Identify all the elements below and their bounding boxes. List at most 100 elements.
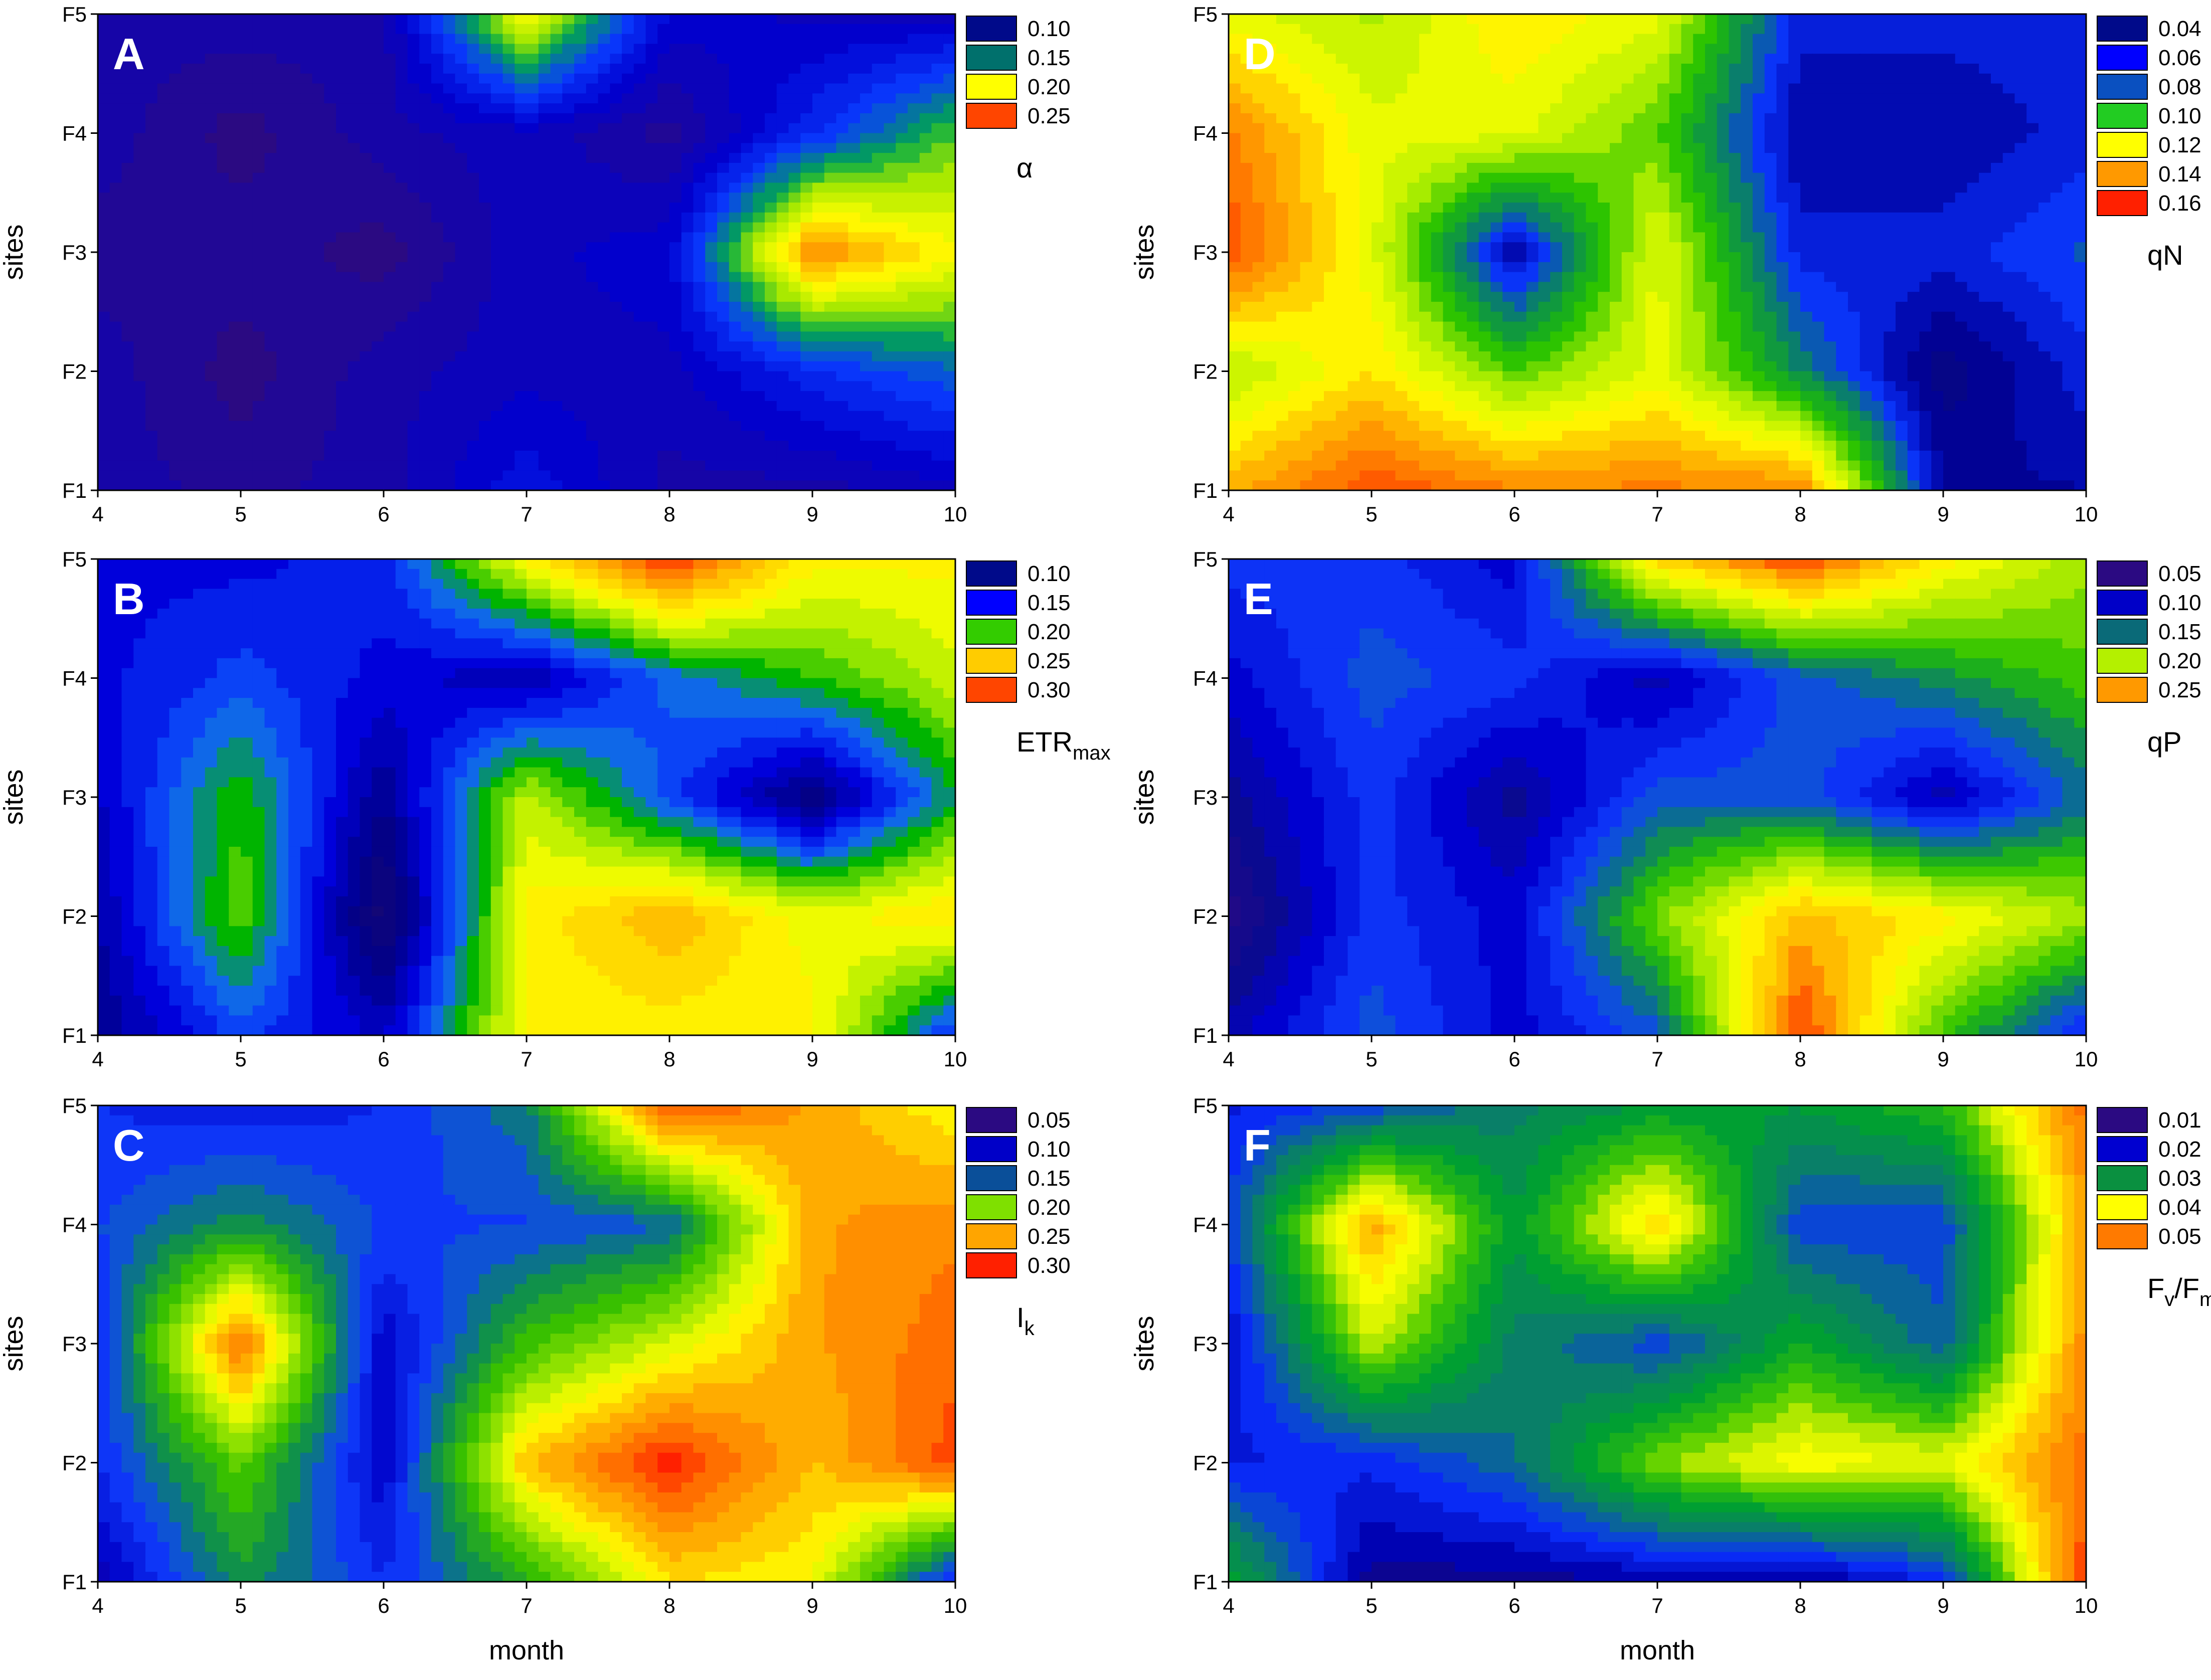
contour-cell — [800, 698, 813, 708]
contour-cell — [884, 222, 897, 233]
contour-cell — [312, 470, 325, 481]
contour-cell — [300, 321, 313, 332]
contour-cell — [98, 232, 110, 243]
contour-cell — [229, 311, 241, 322]
contour-cell — [896, 450, 908, 461]
contour-cell — [181, 608, 194, 619]
contour-cell — [765, 321, 777, 332]
contour-cell — [693, 559, 706, 570]
contour-cell — [181, 143, 194, 153]
contour-cell — [622, 103, 634, 114]
contour-cell — [765, 579, 777, 590]
contour-cell — [693, 658, 706, 669]
contour-cell — [586, 93, 599, 104]
contour-cell — [133, 668, 146, 679]
contour-cell — [324, 331, 336, 342]
contour-cell — [598, 608, 611, 619]
contour-cell — [98, 688, 110, 698]
contour-cell — [872, 717, 885, 728]
contour-cell — [574, 14, 587, 25]
contour-cell — [133, 727, 146, 738]
contour-cell — [848, 441, 861, 451]
contour-cell — [181, 232, 194, 243]
contour-cell — [229, 172, 241, 183]
contour-cell — [264, 579, 277, 590]
contour-cell — [800, 232, 813, 243]
contour-cell — [669, 212, 682, 223]
contour-cell — [729, 678, 742, 689]
contour-cell — [455, 242, 468, 253]
contour-cell — [848, 628, 861, 639]
contour-cell — [705, 717, 718, 728]
contour-cell — [217, 34, 230, 45]
contour-cell — [693, 212, 706, 223]
contour-cell — [109, 331, 122, 342]
contour-cell — [193, 361, 206, 372]
contour-cell — [431, 441, 444, 451]
contour-cell — [109, 301, 122, 312]
contour-cell — [336, 262, 349, 273]
contour-cell — [372, 431, 384, 441]
contour-cell — [919, 103, 932, 114]
contour-cell — [324, 579, 336, 590]
contour-cell — [169, 133, 182, 144]
contour-cell — [574, 232, 587, 243]
contour-cell — [800, 272, 813, 283]
contour-cell — [860, 232, 873, 243]
contour-cell — [431, 648, 444, 659]
contour-cell — [574, 648, 587, 659]
contour-cell — [395, 717, 408, 728]
contour-cell — [502, 589, 516, 599]
contour-cell — [610, 401, 622, 412]
contour-cell — [336, 301, 349, 312]
contour-cell — [574, 628, 587, 639]
contour-cell — [264, 63, 277, 74]
contour-cell — [384, 431, 396, 441]
contour-cell — [193, 113, 206, 124]
contour-cell — [395, 212, 408, 223]
contour-cell — [717, 272, 730, 283]
contour-cell — [490, 73, 503, 84]
contour-cell — [896, 421, 908, 432]
contour-cell — [812, 193, 825, 203]
contour-cell — [133, 222, 146, 233]
contour-cell — [669, 143, 682, 153]
contour-cell — [229, 14, 241, 25]
contour-cell — [717, 658, 730, 669]
contour-cell — [431, 668, 444, 679]
contour-cell — [205, 301, 218, 312]
contour-cell — [622, 361, 634, 372]
contour-cell — [312, 717, 325, 728]
contour-cell — [490, 748, 503, 758]
contour-cell — [419, 103, 432, 114]
contour-cell — [836, 182, 849, 194]
contour-cell — [217, 441, 230, 451]
contour-cell — [372, 182, 384, 194]
contour-cell — [312, 648, 325, 659]
contour-cell — [205, 361, 218, 372]
contour-cell — [753, 470, 765, 481]
contour-cell — [241, 450, 253, 461]
contour-cell — [693, 14, 706, 25]
contour-cell — [729, 123, 742, 134]
contour-cell — [681, 401, 694, 412]
contour-cell — [348, 321, 361, 332]
contour-cell — [586, 282, 599, 292]
contour-cell — [574, 608, 587, 619]
contour-cell — [193, 282, 206, 292]
contour-cell — [931, 63, 944, 74]
contour-cell — [490, 688, 503, 698]
contour-cell — [348, 222, 361, 233]
contour-cell — [229, 113, 241, 124]
contour-cell — [395, 232, 408, 243]
contour-cell — [372, 311, 384, 322]
contour-cell — [288, 123, 301, 134]
contour-cell — [657, 311, 670, 322]
contour-cell — [931, 14, 944, 25]
contour-cell — [836, 162, 849, 173]
contour-cell — [324, 441, 336, 451]
contour-cell — [943, 14, 956, 25]
contour-cell — [169, 232, 182, 243]
contour-cell — [360, 737, 373, 748]
contour-cell — [443, 450, 456, 461]
